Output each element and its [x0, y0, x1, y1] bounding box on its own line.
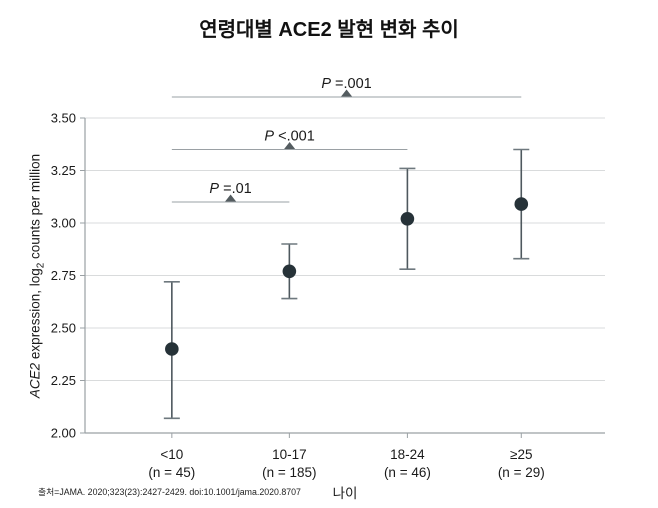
y-tick-label: 3.25: [51, 163, 76, 178]
x-tick-sublabel: (n = 45): [148, 465, 195, 480]
data-point-group: [513, 148, 530, 260]
source-citation: 출처=JAMA. 2020;323(23):2427-2429. doi:10.…: [38, 487, 301, 497]
p-annotation-label: P <.001: [264, 129, 314, 145]
p-annotation-triangle-marker: [225, 194, 237, 202]
data-point: [514, 197, 529, 211]
y-tick-label: 3.00: [51, 216, 76, 231]
x-tick-sublabel: (n = 29): [498, 465, 545, 480]
y-axis-label: ACE2 expression, log2 counts per million: [28, 154, 47, 398]
x-tick-label: ≥25: [510, 447, 532, 462]
data-point-group: [163, 280, 180, 420]
data-point: [165, 342, 179, 356]
chart-title: 연령대별 ACE2 발현 변화 추이: [199, 19, 459, 41]
data-point-group: [281, 243, 298, 300]
y-tick-label: 2.00: [51, 426, 76, 441]
y-tick-label: 2.25: [51, 373, 76, 388]
y-tick-label: 3.50: [51, 111, 76, 126]
x-tick-sublabel: (n = 46): [384, 465, 431, 480]
p-annotation-triangle-marker: [341, 89, 353, 97]
ylabel-gene-italic: ACE2: [27, 362, 43, 399]
x-tick-label: 18-24: [390, 447, 425, 462]
p-annotation-label: P =.01: [209, 181, 251, 197]
p-annotation-label: P =.001: [321, 76, 371, 92]
p-annotation-triangle-marker: [284, 142, 296, 149]
x-tick-label: 10-17: [272, 447, 307, 462]
data-point: [400, 212, 415, 226]
ylabel-mid: expression, log: [27, 268, 43, 363]
ylabel-end: counts per million: [27, 153, 43, 263]
y-tick-label: 2.75: [51, 268, 76, 283]
x-tick-sublabel: (n = 185): [262, 465, 316, 480]
x-axis-title: 나이: [332, 486, 358, 501]
data-point-group: [399, 167, 416, 271]
data-point: [282, 264, 297, 279]
ylabel-subscript: 2: [35, 262, 47, 269]
y-tick-label: 2.50: [51, 321, 76, 336]
x-tick-label: <10: [160, 447, 183, 462]
